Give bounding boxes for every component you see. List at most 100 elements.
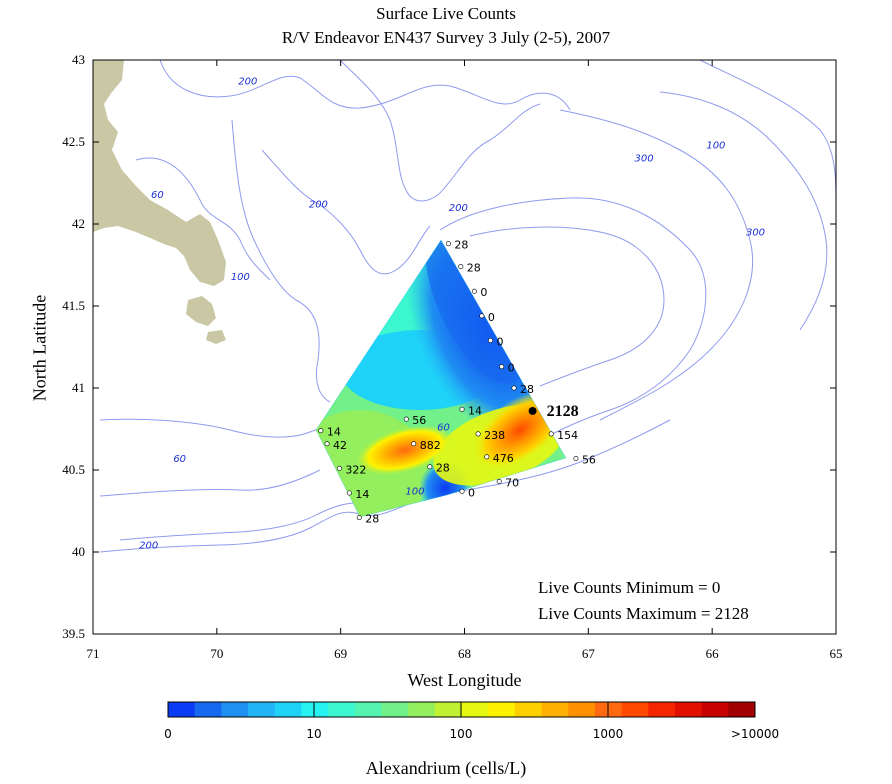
station-marker: [496, 478, 502, 484]
station-marker: [427, 464, 433, 470]
station-label: 322: [345, 463, 366, 476]
colorbar-label-max: >10000: [730, 727, 780, 741]
contour-label: 60: [173, 454, 186, 465]
contour-60-cape: [135, 157, 271, 281]
colorbar-swatch: [194, 702, 222, 717]
colorbar-label-1000: 1000: [592, 727, 624, 741]
station-marker: [356, 515, 362, 521]
x-tick-label: 71: [87, 646, 100, 661]
contour-200-shelf: [99, 419, 671, 553]
y-tick-label: 41: [72, 380, 85, 395]
stats-minimum: Live Counts Minimum = 0: [538, 578, 721, 597]
contour-bank-inner: [469, 226, 665, 387]
station-label: 0: [508, 362, 515, 375]
colorbar-swatch: [168, 702, 195, 717]
survey-color-field: [316, 240, 566, 517]
station-label: 882: [420, 439, 441, 452]
x-tick-label: 70: [210, 646, 223, 661]
colorbar-label-0: 0: [164, 727, 172, 741]
contour-label: 100: [231, 272, 250, 283]
contour-bank-ring: [439, 197, 707, 441]
contour-100-shelf: [99, 469, 321, 497]
station-label: 0: [480, 286, 487, 299]
contour-label: 200: [309, 200, 328, 211]
station-marker-max: [528, 406, 537, 415]
station-marker: [475, 431, 481, 437]
station-label: 28: [436, 462, 450, 475]
colorbar-swatch: [701, 702, 729, 717]
contour-100-outer: [231, 119, 331, 403]
station-marker: [479, 313, 485, 319]
station-label: 28: [365, 513, 379, 526]
station-marker: [459, 406, 465, 412]
colorbar: [167, 701, 756, 718]
station-marker: [471, 288, 477, 294]
contour-200-inner: [261, 149, 431, 275]
colorbar-swatch: [514, 702, 542, 717]
station-label: 476: [493, 452, 514, 465]
y-tick-label: 42.5: [62, 134, 85, 149]
station-marker: [318, 428, 324, 434]
station-label: 0: [468, 486, 475, 499]
station-marker: [488, 337, 494, 343]
colorbar-swatch: [248, 702, 276, 717]
colorbar-swatch: [408, 702, 436, 717]
chart-title: Surface Live Counts: [376, 4, 516, 23]
station-label: 28: [467, 262, 481, 275]
station-label: 14: [468, 404, 482, 417]
contour-200-gulf: [159, 60, 571, 111]
station-marker: [403, 416, 409, 422]
station-label: 56: [412, 414, 426, 427]
x-tick-label: 68: [458, 646, 471, 661]
station-marker: [458, 264, 464, 270]
colorbar-swatch: [434, 702, 462, 717]
colorbar-title: Alexandrium (cells/L): [365, 758, 527, 778]
station-label: 70: [505, 476, 519, 489]
y-tick-label: 39.5: [62, 626, 85, 641]
station-label: 154: [557, 429, 578, 442]
contour-label: 200: [449, 203, 468, 214]
y-tick-label: 43: [72, 52, 85, 67]
contour-100-east: [659, 91, 828, 331]
colorbar-swatch: [301, 702, 329, 717]
colorbar-swatch: [221, 702, 249, 717]
colorbar-label-10: 10: [306, 727, 322, 741]
station-marker: [511, 385, 517, 391]
colorbar-swatch: [541, 702, 569, 717]
colorbar-swatch: [354, 702, 382, 717]
station-label-max: 2128: [547, 403, 579, 420]
colorbar-swatch: [568, 702, 596, 717]
station-marker: [484, 454, 490, 460]
y-tick-label: 40.5: [62, 462, 85, 477]
x-tick-label: 66: [706, 646, 720, 661]
colorbar-label-100: 100: [449, 727, 473, 741]
contour-label: 100: [706, 141, 725, 152]
colorbar-swatch: [621, 702, 649, 717]
colorbar-swatch: [328, 702, 356, 717]
colorbar-swatch: [488, 702, 516, 717]
station-label: 28: [520, 383, 534, 396]
contour-outer-east: [699, 60, 836, 201]
station-label: 14: [355, 488, 369, 501]
station-label: 42: [333, 439, 347, 452]
land-masses: [93, 60, 226, 344]
contour-300-east: [559, 109, 754, 421]
station-label: 56: [582, 454, 596, 467]
station-markers: 2828000028212815456700284762381456882144…: [318, 239, 596, 526]
y-axis-label: North Latitude: [29, 294, 50, 402]
land-islands: [186, 296, 226, 344]
x-tick-label: 67: [582, 646, 596, 661]
y-tick-label: 42: [72, 216, 85, 231]
station-marker: [499, 364, 505, 370]
station-marker: [445, 241, 451, 247]
station-label: 238: [484, 429, 505, 442]
station-marker: [411, 441, 417, 447]
contour-label: 200: [238, 77, 257, 88]
chart-subtitle: R/V Endeavor EN437 Survey 3 July (2-5), …: [281, 28, 611, 47]
station-marker: [336, 465, 342, 471]
station-label: 28: [454, 239, 468, 252]
contour-label: 300: [635, 154, 654, 165]
axis-ticks: 71 70 69 68 67 66 65 43 42.5 42 41.5 41 40.5 40 39.5: [62, 52, 842, 661]
station-marker: [459, 488, 465, 494]
